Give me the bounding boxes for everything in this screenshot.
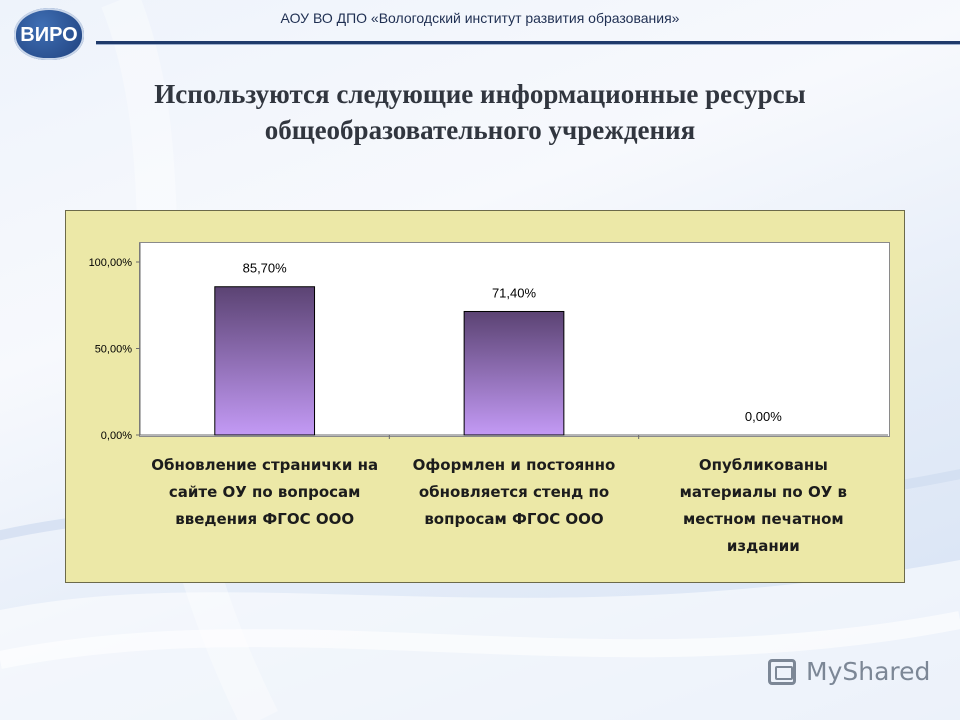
watermark-text: MyShared [806,657,931,686]
bar-chart: 0,00% 50,00% 100,00% 85,70% 71,40% 0,00% [89,243,888,442]
myshared-logo-icon [768,659,796,685]
x-category-label: Опубликованы материалы по ОУ в местном печ… [639,452,887,560]
bar [463,310,565,436]
bar [214,286,316,436]
y-tick-label: 50,00% [95,344,133,356]
x-category-label-line: обновляется стенд по [418,483,610,501]
slide-title: Используются следующие информационные ре… [40,76,920,148]
slide-title-line-2: общеобразовательного учреждения [264,115,696,145]
x-category-label-line: Оформлен и постоянно [412,456,616,474]
x-category-label: Оформлен и постоянно обновляется стенд по… [390,452,638,533]
x-category-label-line: вопросам ФГОС ООО [424,510,604,528]
x-category-label-line: местном печатном [682,510,844,528]
y-tick-label: 0,00% [101,430,132,442]
x-category-label-line: Опубликованы [698,456,828,474]
myshared-watermark: MyShared [768,655,948,695]
bar-data-label: 85,70% [243,261,288,276]
x-category-label-line: издании [726,537,800,555]
chart-panel: 0,00% 50,00% 100,00% 85,70% 71,40% 0,00% Обн… [65,210,905,583]
x-category-label: Обновление странички на сайте ОУ по вопро… [141,452,389,533]
x-category-label-line: сайте ОУ по вопросам [168,483,361,501]
header-divider [96,41,960,45]
x-category-label-line: материалы по ОУ в [679,483,847,501]
slide-title-line-1: Используются следующие информационные ре… [154,79,806,109]
x-category-label-line: Обновление странички на [151,456,379,474]
x-category-label-line: введения ФГОС ООО [175,510,355,528]
bar-data-label: 0,00% [745,409,782,424]
y-tick-label: 100,00% [89,257,133,269]
viro-logo: ВИРО [14,8,84,60]
organization-name: АОУ ВО ДПО «Вологодский институт развити… [280,10,680,26]
logo-text: ВИРО [20,24,78,46]
bar-data-label: 71,40% [492,285,537,300]
